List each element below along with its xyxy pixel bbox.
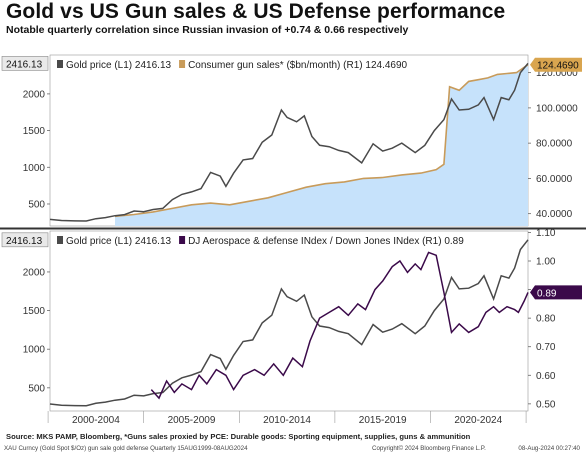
- left-last-value-label: 2416.13: [6, 236, 43, 247]
- right-last-value-badge: [530, 285, 582, 300]
- legend: Gold price (L1) 2416.13 Consumer gun sale…: [53, 57, 459, 71]
- x-tick-label: 2010-2014: [263, 415, 311, 426]
- legend-entry-2: Consumer gun sales* ($bn/month) (R1) 124…: [188, 60, 407, 71]
- footer-copyright: Copyright© 2024 Bloomberg Finance L.P.: [372, 445, 486, 452]
- y-left-tick-label: 500: [28, 199, 45, 210]
- gun-sales-line: [114, 64, 529, 218]
- right-last-value-label: 124.4690: [537, 61, 579, 72]
- x-tick-label: 2000-2004: [72, 415, 120, 426]
- y-right-tick-label: 120.0000: [536, 68, 578, 79]
- legend-swatch: [57, 60, 63, 68]
- y-right-tick-label: 100.0000: [536, 103, 578, 114]
- legend-entry-1: Gold price (L1) 2416.13: [66, 60, 172, 71]
- legend-swatch: [179, 60, 186, 68]
- gold-price-line: [49, 62, 529, 222]
- defense-ratio-line: [150, 251, 529, 400]
- chart-title: Gold vs US Gun sales & US Defense perfor…: [6, 0, 506, 23]
- legend-background: [53, 57, 459, 71]
- left-last-value-badge: [1, 232, 49, 248]
- x-tick-label: 2020-2024: [454, 415, 502, 426]
- y-right-tick-label: 1.00: [536, 257, 556, 268]
- y-left-tick-label: 1000: [23, 345, 46, 356]
- footer-timestamp: 08-Aug-2024 00:27:40: [518, 445, 580, 452]
- chart-subtitle: Notable quarterly correlation since Russ…: [6, 24, 409, 36]
- right-last-value-label: 0.89: [537, 288, 557, 299]
- legend-entry-1: Gold price (L1) 2416.13: [66, 236, 172, 247]
- y-right-tick-label: 0.70: [536, 342, 556, 353]
- legend-background: [53, 233, 465, 247]
- legend-entry-2: DJ Aerospace & defense INdex / Down Jone…: [188, 236, 464, 247]
- y-right-tick-label: 60.0000: [536, 174, 573, 185]
- chart-area: 500 1000 1500 2000 40.0000 60.0000 80.0000 100.…: [0, 54, 586, 426]
- gun-sales-area: [115, 64, 528, 226]
- left-last-value-label: 2416.13: [6, 59, 43, 70]
- chart-panel-bottom: 5001000150020000.500.600.700.800.901.001…: [1, 228, 582, 426]
- y-right-tick-label: 1.10: [536, 228, 556, 239]
- legend: Gold price (L1) 2416.13 DJ Aerospace & de…: [53, 233, 465, 247]
- left-last-value-badge: [1, 56, 49, 71]
- y-right-tick-label: 0.60: [536, 371, 556, 382]
- chart-panel-top: 500 1000 1500 2000 40.0000 60.0000 80.0000 100.…: [1, 54, 582, 227]
- gold-price-line: [49, 239, 529, 407]
- right-last-value-badge: [530, 57, 582, 72]
- plot-frame: [49, 230, 529, 412]
- y-right-tick-label: 80.0000: [536, 139, 573, 150]
- y-left-tick-label: 2000: [23, 89, 46, 100]
- y-left-tick-label: 2000: [23, 267, 46, 278]
- y-left-tick-label: 1500: [23, 126, 46, 137]
- x-tick-label: 2005-2009: [168, 415, 216, 426]
- y-left-tick-label: 1000: [23, 163, 46, 174]
- y-left-tick-label: 1500: [23, 306, 46, 317]
- footer-ticker: XAU Curncy (Gold Spot $/Oz) gun sale gol…: [4, 445, 248, 452]
- x-tick-label: 2015-2019: [359, 415, 407, 426]
- y-right-tick-label: 40.0000: [536, 209, 573, 220]
- source-note: Source: MKS PAMP, Bloomberg, *Guns sales…: [6, 432, 471, 441]
- y-right-tick-label: 0.50: [536, 399, 556, 410]
- y-right-tick-label: 0.80: [536, 314, 556, 325]
- legend-swatch: [57, 236, 63, 244]
- legend-swatch: [179, 236, 186, 244]
- y-left-tick-label: 500: [28, 383, 45, 394]
